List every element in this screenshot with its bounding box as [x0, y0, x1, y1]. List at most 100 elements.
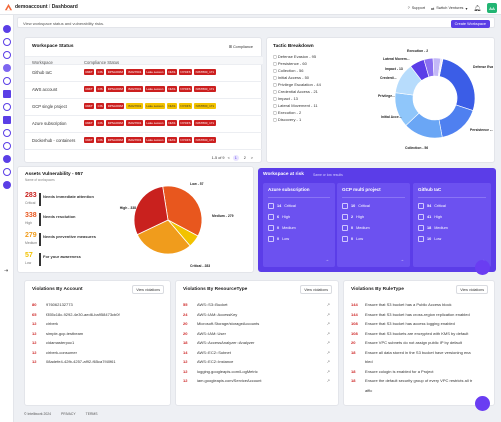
violation-row[interactable]: 144 Ensure that S3 bucket has a Public Ac… [351, 302, 452, 307]
violation-row[interactable]: 12 AWS::EC2::Instance [183, 359, 233, 364]
sidebar-list-icon[interactable] [3, 168, 11, 176]
arrow-right-icon[interactable]: → [481, 257, 485, 262]
risk-workspace-card[interactable]: GCP multi project 10 Critical 2 High 0 Medium 0… [337, 183, 410, 267]
external-link-icon[interactable]: ↗ [326, 302, 330, 307]
workspace-name[interactable]: AWS account [32, 87, 58, 92]
violation-row[interactable]: 80 976062132773 [32, 302, 73, 307]
tactic-item[interactable]: ▢ Collection - 56 [273, 68, 303, 73]
pie-slice[interactable] [133, 185, 169, 236]
sidebar-triangle-icon[interactable] [3, 116, 11, 124]
app-logo-icon[interactable] [4, 3, 13, 12]
violation-row[interactable]: affic [351, 388, 372, 393]
tactic-item[interactable]: ▢ Persistence - 60 [273, 61, 307, 66]
arrow-right-icon[interactable]: → [325, 257, 329, 262]
violation-row[interactable]: 20 Ensure VPC subnets do not assign publi… [351, 340, 462, 345]
donut-slice[interactable] [439, 58, 476, 111]
violation-row[interactable]: 18 Ensure all data stored in the S3 bucke… [351, 350, 471, 355]
collapse-sidebar-icon[interactable]: ⇥ [4, 268, 9, 274]
violation-row[interactable]: bled [351, 359, 373, 364]
violation-row[interactable]: 55 AWS::S3::Bucket [183, 302, 228, 307]
violation-row[interactable]: 18 AWS::AccessAnalyzer::Analyzer [183, 340, 254, 345]
workspace-name[interactable]: GCP single project [32, 104, 67, 109]
external-link-icon[interactable]: ↗ [326, 359, 330, 364]
pager-next-button[interactable]: > [250, 156, 253, 160]
tactic-item[interactable]: ▢ Defense Evasion - 95 [273, 54, 316, 59]
donut-slice[interactable] [438, 58, 444, 77]
external-link-icon[interactable]: ↗ [326, 330, 330, 336]
violation-row[interactable]: 12 logging.googleapis.com/LogMetric [183, 369, 258, 374]
violation-row[interactable]: 144 Ensure that S3 bucket has cross-regio… [351, 312, 470, 317]
external-link-icon[interactable]: ↗ [326, 368, 330, 374]
tactic-item[interactable]: ▢ Privilege Escalation - 44 [273, 82, 321, 87]
violation-row[interactable]: 12 cidamasterpoc1 [32, 340, 74, 345]
violation-row[interactable]: 20 Microsoft.Storage/storageAccounts [183, 321, 259, 326]
external-link-icon[interactable]: ↗ [326, 311, 330, 317]
violation-row[interactable]: 20 AWS::IAM::User [183, 331, 226, 336]
sidebar-user-icon[interactable] [3, 142, 11, 150]
breadcrumb-org[interactable]: demoaccount [15, 4, 48, 10]
sidebar-target-icon[interactable] [3, 181, 11, 189]
help-chat-icon[interactable] [475, 396, 490, 411]
chat-assistant-icon[interactable] [475, 260, 490, 275]
violation-row[interactable]: 18 Ensure the default security group of e… [351, 378, 472, 383]
avatar[interactable]: AA [487, 3, 497, 13]
workspace-row[interactable]: GCP single project RMiT CIS DPSAORM ISO27001… [25, 99, 263, 116]
sidebar-home-icon[interactable] [3, 25, 11, 33]
tactic-item[interactable]: ▢ Initial Access - 50 [273, 75, 309, 80]
violation-row[interactable]: 108 Ensure that S3 buckets are encrypted … [351, 331, 468, 336]
sidebar-layers-icon[interactable] [3, 90, 11, 98]
tactic-item[interactable]: ▢ Discovery - 1 [273, 117, 301, 122]
workspace-row[interactable]: AWS account RMiT CIS DPSAORM ISO27001 Lake.Le… [25, 82, 263, 99]
risk-workspace-card[interactable]: Azure subscription 14 Critical 6 High 0 Medium… [263, 183, 335, 267]
violation-row[interactable]: 24 AWS::IAM::AccessKey [183, 312, 237, 317]
tactic-item[interactable]: ▢ Impact - 13 [273, 96, 298, 101]
workspace-row[interactable]: Github IaC RMiT CIS DPSAORM ISO27001 Lake.Les… [25, 65, 263, 82]
violation-row[interactable]: 12 cirberk [32, 321, 58, 326]
sidebar-chart-icon[interactable] [3, 129, 11, 137]
workspace-name[interactable]: Dockerhub - containers [32, 138, 76, 143]
sidebar-globe-icon[interactable] [3, 103, 11, 111]
view-violations-resource-button[interactable]: View violations [300, 285, 332, 294]
external-link-icon[interactable]: ↗ [326, 349, 330, 355]
bell-icon[interactable]: 🔔︎ [473, 5, 481, 12]
tactic-item[interactable]: ▢ Lateral Movement - 11 [273, 103, 318, 108]
page-1-button[interactable]: 1 [232, 155, 239, 161]
workspace-name[interactable]: Github IaC [32, 70, 53, 75]
pager-prev-button[interactable]: < [227, 156, 230, 160]
sidebar-folder-icon[interactable] [3, 64, 11, 72]
violation-row[interactable]: 12 simple-gcp-testbeam [32, 331, 83, 336]
support-link[interactable]: ? Support [408, 6, 425, 10]
workspace-name[interactable]: Azure subscription [32, 121, 67, 126]
view-violations-rule-button[interactable]: View violations [456, 285, 488, 294]
external-link-icon[interactable]: ↗ [326, 378, 330, 383]
compliance-link[interactable]: ⊞ Compliance [228, 45, 253, 49]
sidebar-gear-icon[interactable] [3, 51, 11, 59]
violation-row[interactable]: 14 AWS::EC2::Subnet [183, 350, 231, 355]
tactic-item[interactable]: ▢ Credential Access - 21 [273, 89, 318, 94]
violation-row[interactable]: 12 cirberk-consumer [32, 350, 77, 355]
page-2-button[interactable]: 2 [243, 156, 246, 160]
tactic-item[interactable]: ▢ Execution - 2 [273, 110, 301, 115]
arrow-right-icon[interactable]: → [400, 257, 404, 262]
donut-slice[interactable] [438, 104, 474, 138]
external-link-icon[interactable]: ↗ [326, 340, 330, 345]
external-link-icon[interactable]: ↗ [326, 321, 330, 326]
violation-row[interactable]: 12 08adefe4-42fb-4257-af92-f65ca7f40f61 [32, 359, 116, 364]
workspace-row[interactable]: Dockerhub - containers RMiT CIS DPSAORM ISO2… [25, 133, 263, 150]
workspace-row[interactable]: Azure subscription RMiT CIS DPSAORM ISO27001… [25, 116, 263, 133]
violation-row[interactable]: 18 Ensure cologin is enabled for a Projec… [351, 369, 433, 374]
pie-slice[interactable] [162, 185, 203, 237]
switch-ventures-menu[interactable]: ⇄ Switch Ventures ▾ [431, 6, 467, 11]
view-violations-account-button[interactable]: View violations [132, 285, 164, 294]
violation-row[interactable]: 65 f355c18c-9292-4e30-aed6-ba958473cb0f [32, 312, 120, 317]
footer-privacy-link[interactable]: PRIVACY [61, 412, 76, 416]
sidebar-lock-icon[interactable] [3, 155, 11, 163]
risk-count: 10 [351, 204, 356, 208]
violation-row[interactable]: 12 iam.googleapis.com/ServiceAccount [183, 378, 261, 383]
sidebar-shield-icon[interactable] [3, 38, 11, 46]
sidebar-clock-icon[interactable] [3, 77, 11, 85]
violation-row[interactable]: 108 Ensure that S3 bucket has access logg… [351, 321, 455, 326]
footer-terms-link[interactable]: TERMS [85, 412, 98, 416]
create-workspace-button[interactable]: Create Workspace [450, 19, 490, 28]
